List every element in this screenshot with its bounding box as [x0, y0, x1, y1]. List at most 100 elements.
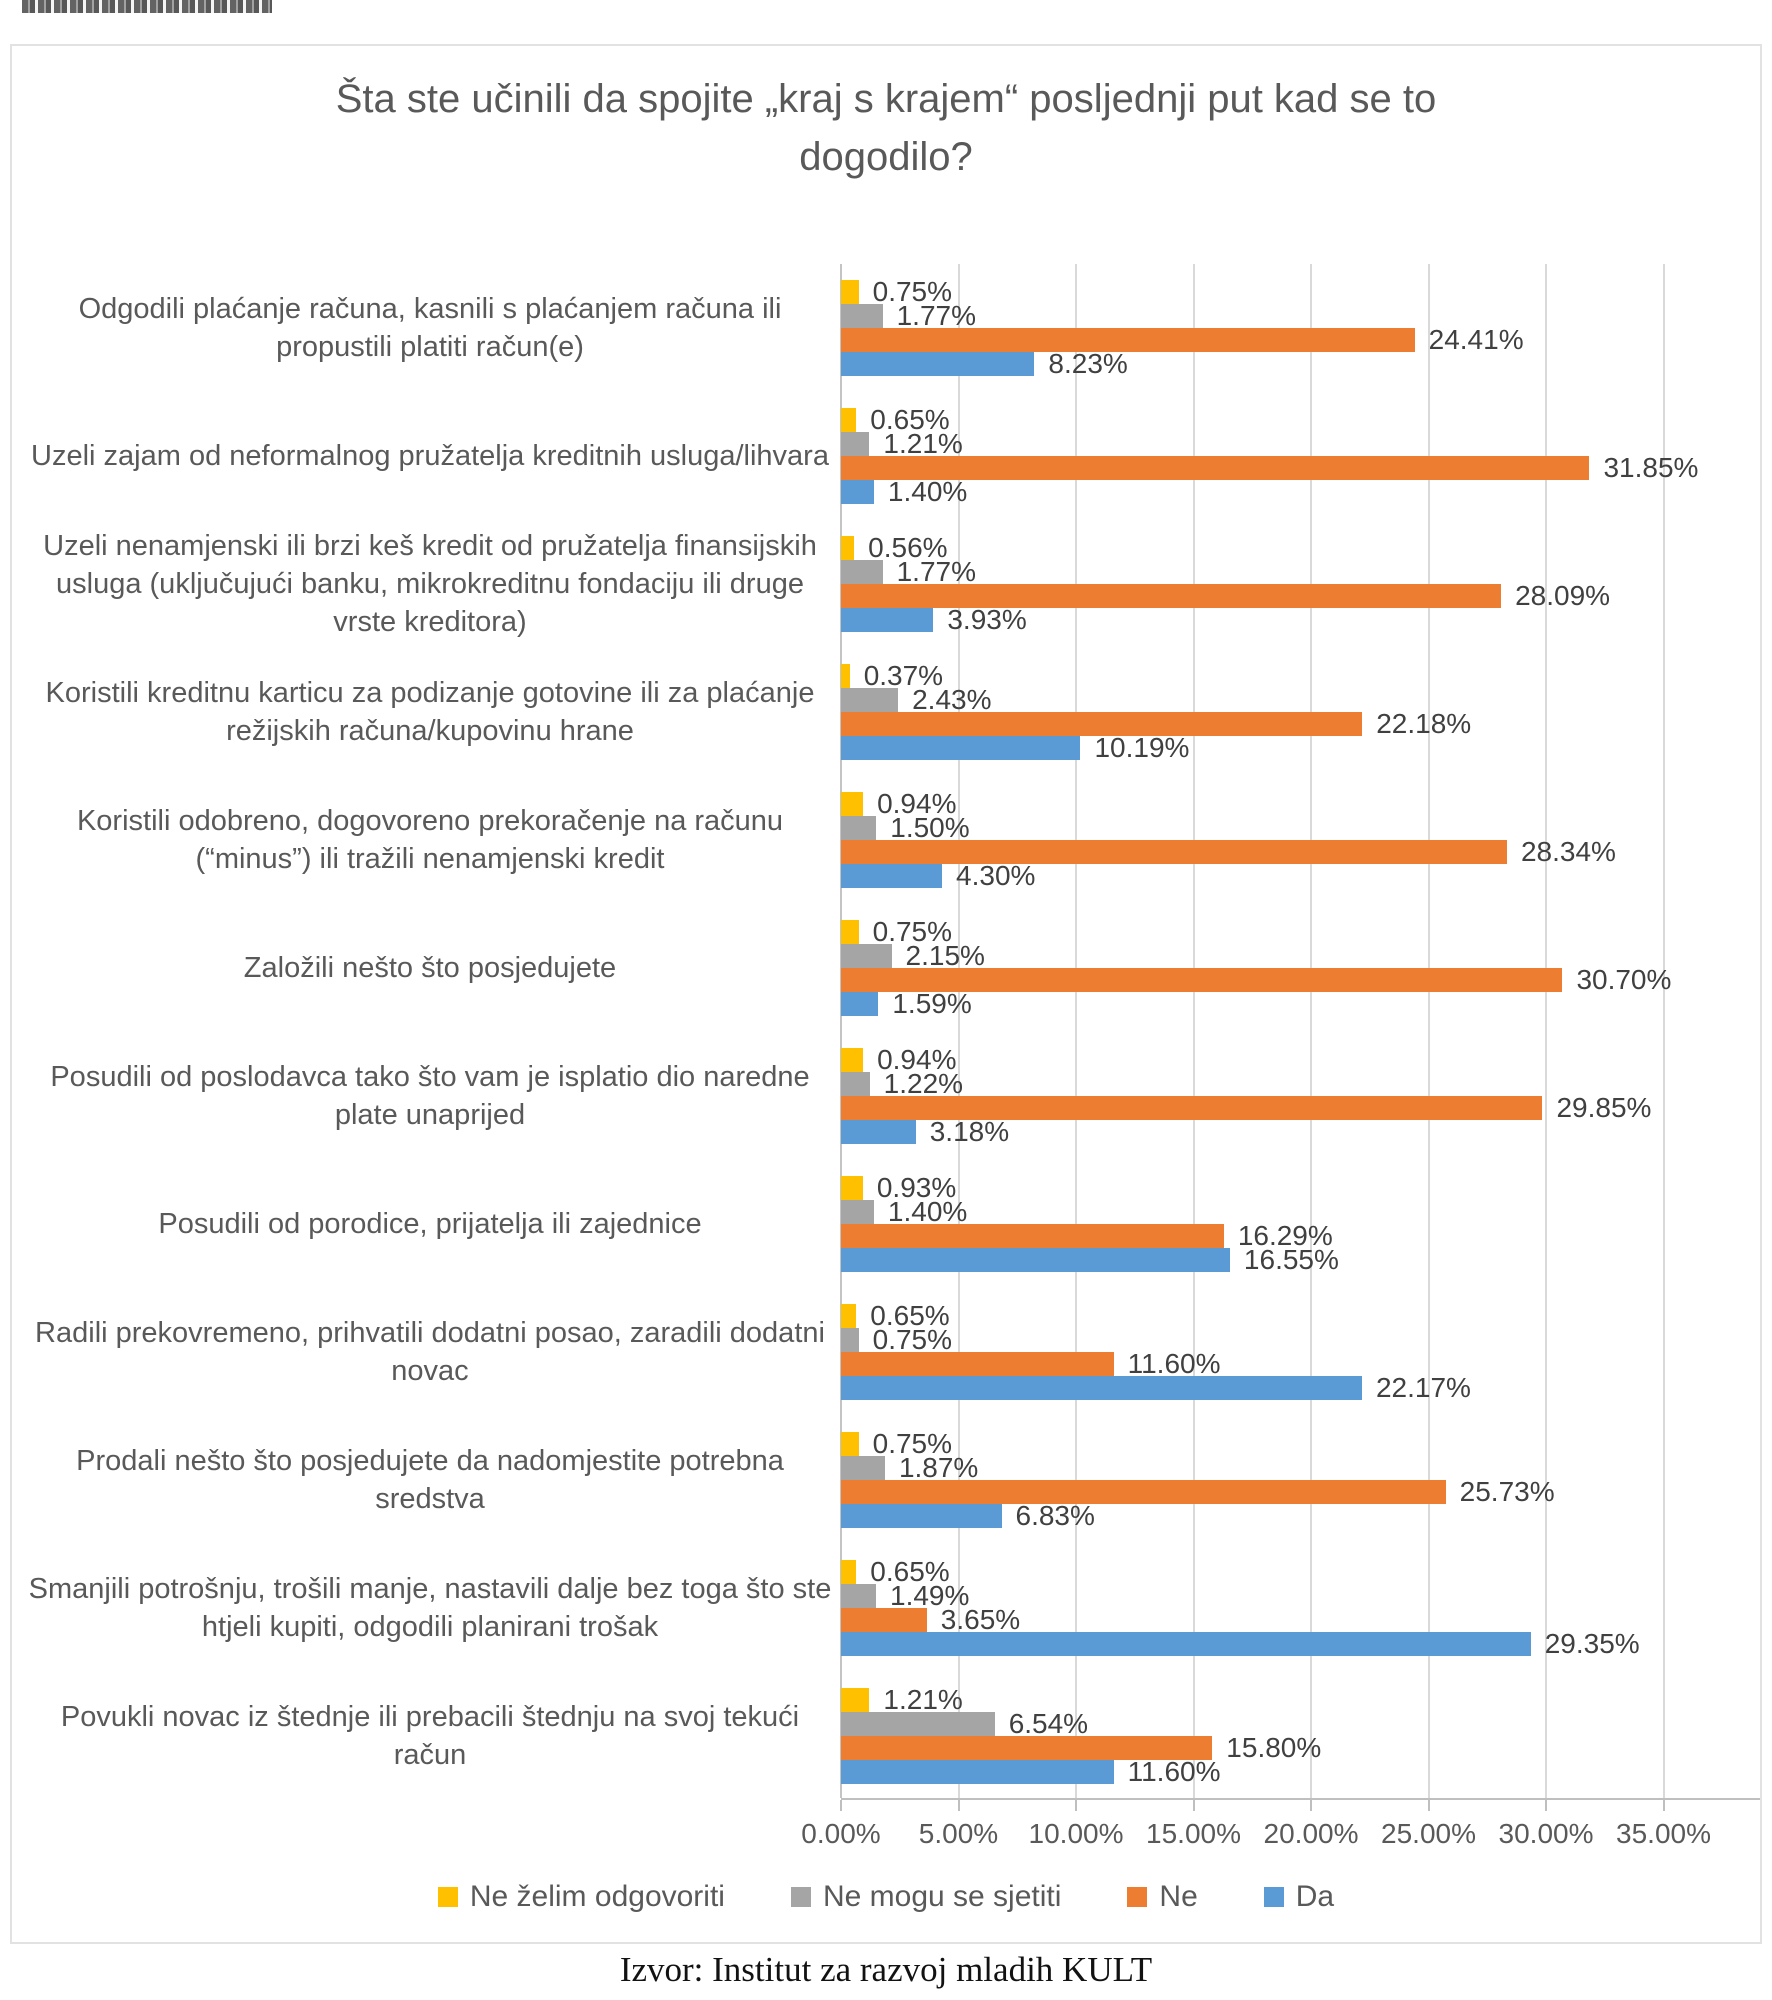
bar-track: 4.30%: [841, 860, 1760, 891]
bar-value-label: 22.17%: [1375, 1372, 1471, 1403]
bar-value-label: 16.29%: [1237, 1220, 1333, 1251]
bar-track: 30.70%: [841, 964, 1760, 995]
bar-ne-zelim-odgovoriti: [841, 1432, 859, 1456]
bar-value-label: 0.56%: [868, 532, 948, 563]
bar-track: 0.75%: [841, 1428, 1760, 1459]
bar-value-label: 6.83%: [1015, 1500, 1095, 1531]
legend-swatch-da: [1263, 1887, 1284, 1907]
bar-ne-mogu-se-sjetiti: [841, 1712, 995, 1736]
bar-track: 0.94%: [841, 1044, 1760, 1075]
bar-ne-zelim-odgovoriti: [841, 1176, 863, 1200]
bar-track: 29.85%: [841, 1092, 1760, 1123]
bar-group: 0.75% 2.15% 30.70% 1.59%: [841, 916, 1760, 1019]
bar-ne-zelim-odgovoriti: [841, 1304, 857, 1328]
bar-value-label: 0.75%: [872, 916, 953, 947]
x-axis-tick-label: 30.00%: [1498, 1818, 1594, 1849]
bar-track: 0.93%: [841, 1172, 1760, 1203]
bar-value-label: 0.75%: [872, 1428, 953, 1459]
x-gridline: [957, 264, 960, 1798]
bar-value-label: 1.21%: [883, 1684, 963, 1715]
bar-track: 6.54%: [841, 1708, 1760, 1739]
plot-area: Odgodili plaćanje računa, kasnili s plać…: [12, 264, 1760, 1800]
bar-track: 3.93%: [841, 604, 1760, 635]
bar-group: 0.75% 1.87% 25.73% 6.83%: [841, 1428, 1760, 1531]
bar-value-label: 0.75%: [872, 1324, 953, 1355]
legend-label: Ne: [1159, 1880, 1198, 1913]
legend-swatch-ne-zelim-odgovoriti: [437, 1887, 458, 1907]
bar-ne: [841, 1608, 927, 1632]
bar-value-label: 1.77%: [896, 300, 976, 331]
chart-row: Prodali nešto što posjedujete da nadomje…: [12, 1416, 1760, 1544]
bar-da: [841, 1504, 1002, 1528]
bar-track: 24.41%: [841, 324, 1760, 355]
bar-ne-mogu-se-sjetiti: [841, 688, 899, 712]
bar-ne-mogu-se-sjetiti: [841, 1456, 885, 1480]
bar-track: 0.75%: [841, 916, 1760, 947]
bar-track: 2.15%: [841, 940, 1760, 971]
chart-title: Šta ste učinili da spojite „kraj s kraje…: [335, 77, 1437, 179]
bar-track: 11.60%: [841, 1348, 1760, 1379]
legend-item-ne: Ne: [1127, 1880, 1198, 1914]
bar-value-label: 2.43%: [912, 684, 992, 715]
bar-track: 1.77%: [841, 300, 1760, 331]
x-axis-tick: [957, 1800, 960, 1811]
bar-da: [841, 1248, 1230, 1272]
category-label: Koristili kreditnu karticu za podizanje …: [45, 676, 815, 747]
bar-value-label: 0.94%: [877, 1044, 957, 1075]
bar-da: [841, 480, 874, 504]
bar-track: 0.37%: [841, 660, 1760, 691]
bar-da: [841, 608, 934, 632]
bar-track: 6.83%: [841, 1500, 1760, 1531]
bar-track: 28.09%: [841, 580, 1760, 611]
bar-ne-zelim-odgovoriti: [841, 1688, 870, 1712]
legend-swatch-ne: [1127, 1887, 1148, 1907]
bar-value-label: 0.65%: [870, 404, 950, 435]
bar-ne-zelim-odgovoriti: [841, 664, 850, 688]
bar-ne-zelim-odgovoriti: [841, 920, 859, 944]
chart-row: Založili nešto što posjedujete 0.75% 2.15%…: [12, 904, 1760, 1032]
bar-ne: [841, 712, 1363, 736]
legend-label: Ne mogu se sjetiti: [822, 1880, 1062, 1913]
bar-value-label: 25.73%: [1459, 1476, 1555, 1507]
bar-track: 1.77%: [841, 556, 1760, 587]
bar-track: 1.21%: [841, 428, 1760, 459]
category-label: Založili nešto što posjedujete: [243, 951, 617, 984]
bar-ne: [841, 1352, 1114, 1376]
bar-da: [841, 352, 1035, 376]
bar-group: 0.65% 0.75% 11.60% 22.17%: [841, 1300, 1760, 1403]
bar-value-label: 0.65%: [870, 1300, 950, 1331]
bar-track: 16.29%: [841, 1220, 1760, 1251]
bar-value-label: 22.18%: [1376, 708, 1472, 739]
bar-value-label: 6.54%: [1008, 1708, 1089, 1739]
gridlines: [840, 264, 1760, 1800]
bar-track: 3.18%: [841, 1116, 1760, 1147]
bar-ne-mogu-se-sjetiti: [841, 1200, 874, 1224]
bar-value-label: 2.15%: [905, 940, 985, 971]
bar-value-label: 4.30%: [956, 860, 1036, 891]
x-axis-tick-label: 20.00%: [1263, 1818, 1359, 1849]
x-axis-tick-label: 10.00%: [1028, 1818, 1124, 1849]
bar-ne-mogu-se-sjetiti: [841, 1584, 876, 1608]
y-axis-line: [840, 264, 842, 1798]
legend-label: Ne želim odgovoriti: [469, 1880, 725, 1913]
bar-value-label: 1.50%: [890, 812, 970, 843]
bar-ne-zelim-odgovoriti: [841, 1048, 864, 1072]
x-axis-tick: [1662, 1800, 1665, 1811]
bar-track: 31.85%: [841, 452, 1760, 483]
bar-value-label: 29.85%: [1556, 1092, 1652, 1123]
x-gridline: [1662, 264, 1665, 1798]
bar-value-label: 1.77%: [896, 556, 976, 587]
bar-value-label: 0.75%: [872, 276, 953, 307]
bar-value-label: 0.65%: [870, 1556, 950, 1587]
bar-track: 16.55%: [841, 1244, 1760, 1275]
category-label: Odgodili plaćanje računa, kasnili s plać…: [78, 292, 782, 363]
bar-da: [841, 1376, 1362, 1400]
legend-item-ne-mogu-se-sjetiti: Ne mogu se sjetiti: [790, 1880, 1062, 1914]
category-label: Koristili odobreno, dogovoreno prekorače…: [76, 804, 784, 875]
bar-ne: [841, 1736, 1213, 1760]
category-rows: Odgodili plaćanje računa, kasnili s plać…: [12, 264, 1760, 1800]
bar-value-label: 31.85%: [1603, 452, 1699, 483]
bar-ne-zelim-odgovoriti: [841, 536, 855, 560]
bar-track: 1.87%: [841, 1452, 1760, 1483]
bar-ne: [841, 968, 1563, 992]
